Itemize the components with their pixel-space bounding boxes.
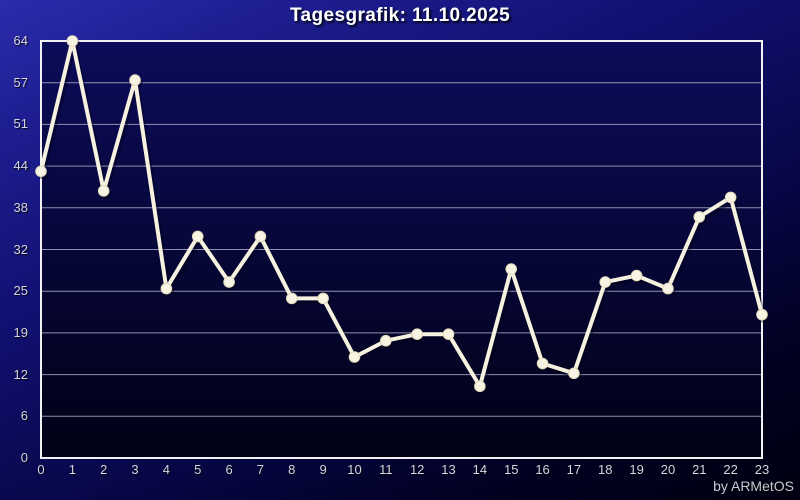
data-point: [630, 269, 643, 282]
data-point: [191, 230, 204, 243]
data-point: [129, 74, 141, 86]
y-tick-label: 0: [20, 450, 28, 465]
y-tick-label: 64: [13, 33, 28, 48]
credit-label: by ARMetOS: [713, 478, 794, 494]
x-tick-label: 14: [472, 462, 488, 477]
data-point: [411, 328, 423, 341]
data-point: [756, 308, 768, 321]
data-point: [693, 211, 706, 223]
x-tick-label: 12: [409, 462, 425, 477]
data-point: [536, 357, 549, 370]
y-tick-label: 12: [13, 366, 28, 382]
data-point: [599, 276, 612, 288]
x-tick-label: 10: [347, 462, 362, 477]
y-tick-label: 38: [13, 199, 28, 215]
data-point: [724, 191, 737, 204]
chart-title: Tagesgrafik: 11.10.2025: [289, 5, 511, 26]
data-point: [66, 35, 79, 47]
data-point: [317, 292, 329, 305]
x-tick-label: 17: [566, 462, 582, 477]
x-tick-label: 6: [225, 462, 233, 477]
y-tick-label: 57: [13, 74, 28, 90]
x-tick-label: 15: [503, 462, 519, 477]
x-tick-label: 13: [441, 462, 456, 477]
data-point: [223, 276, 235, 288]
x-tick-label: 1: [68, 462, 76, 477]
x-tick-label: 22: [723, 462, 738, 477]
data-point: [160, 282, 173, 295]
x-tick-label: 2: [100, 462, 108, 477]
y-tick-label: 32: [13, 241, 28, 257]
x-tick-label: 23: [754, 462, 770, 477]
x-tick-label: 18: [598, 462, 613, 477]
data-point: [442, 328, 455, 341]
y-tick-label: 6: [20, 408, 28, 424]
data-point: [97, 185, 110, 197]
y-tick-label: 25: [13, 283, 28, 299]
data-point: [35, 165, 47, 178]
x-tick-label: 19: [629, 462, 644, 477]
data-point: [348, 351, 361, 363]
x-tick-label: 16: [535, 462, 550, 477]
x-tick-label: 3: [131, 462, 139, 477]
data-point: [285, 292, 298, 305]
x-tick-label: 9: [319, 462, 327, 477]
x-tick-label: 0: [37, 462, 45, 477]
y-tick-label: 44: [13, 158, 28, 174]
data-point: [474, 380, 486, 393]
data-point: [505, 263, 518, 275]
data-point: [254, 230, 267, 243]
y-tick-label: 19: [13, 324, 28, 340]
data-point: [568, 367, 580, 380]
x-tick-label: 5: [194, 462, 202, 477]
x-tick-label: 4: [162, 462, 170, 477]
x-tick-label: 11: [379, 462, 393, 477]
x-tick-label: 7: [256, 462, 265, 477]
x-tick-label: 21: [692, 462, 707, 477]
y-tick-label: 51: [13, 116, 28, 132]
x-tick-label: 8: [288, 462, 296, 477]
chart-canvas: [35, 35, 770, 459]
data-point: [380, 334, 392, 347]
x-tick-label: 20: [660, 462, 676, 477]
data-point: [662, 282, 674, 295]
plot-border: [40, 40, 763, 459]
